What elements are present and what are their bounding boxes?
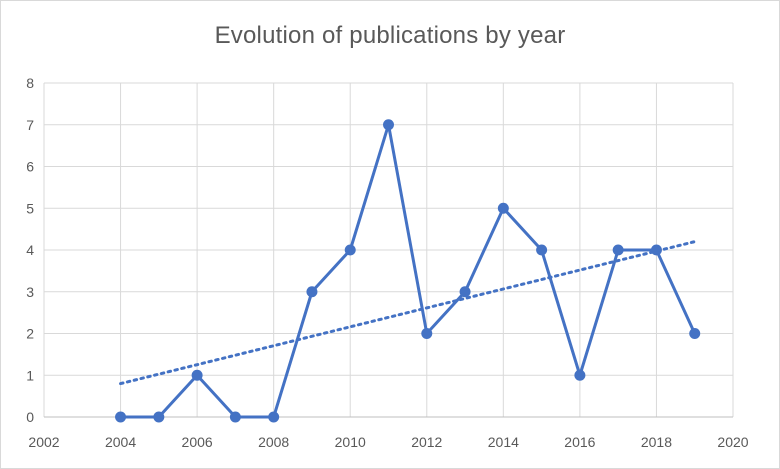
data-point bbox=[497, 202, 509, 214]
x-tick-label: 2014 bbox=[488, 434, 519, 450]
trendline-layer bbox=[119, 240, 697, 386]
data-point bbox=[306, 286, 318, 298]
data-point bbox=[650, 244, 662, 256]
y-tick-label: 4 bbox=[26, 242, 34, 258]
x-tick-label: 2004 bbox=[105, 434, 136, 450]
x-tick-label: 2018 bbox=[641, 434, 672, 450]
x-tick-label: 2008 bbox=[258, 434, 289, 450]
data-point bbox=[344, 244, 356, 256]
axis-layer: 0 1 2 3 4 5 6 7 8 2002 2004 2006 2008 2010 2012 2014 201… bbox=[26, 75, 749, 450]
data-point bbox=[153, 411, 165, 423]
data-point bbox=[612, 244, 624, 256]
x-tick-label: 2002 bbox=[28, 434, 59, 450]
y-tick-label: 5 bbox=[26, 200, 34, 216]
data-point bbox=[459, 286, 471, 298]
data-point bbox=[574, 369, 586, 381]
data-point bbox=[191, 369, 203, 381]
y-tick-label: 8 bbox=[26, 75, 34, 91]
data-point bbox=[115, 411, 127, 423]
y-tick-label: 2 bbox=[26, 326, 34, 342]
y-tick-label: 1 bbox=[26, 367, 34, 383]
chart-title: Evolution of publications by year bbox=[214, 22, 566, 49]
data-point bbox=[383, 119, 394, 131]
x-tick-label: 2006 bbox=[182, 434, 213, 450]
y-tick-label: 6 bbox=[26, 159, 34, 175]
data-point bbox=[421, 328, 433, 339]
series-line bbox=[120, 123, 697, 419]
data-point bbox=[229, 411, 241, 423]
y-tick-label: 3 bbox=[26, 284, 34, 300]
x-tick-label: 2020 bbox=[717, 434, 748, 450]
x-tick-label: 2012 bbox=[411, 434, 442, 450]
y-tick-label: 7 bbox=[26, 117, 34, 133]
data-point bbox=[536, 244, 548, 256]
x-tick-label: 2010 bbox=[335, 434, 366, 450]
data-point bbox=[689, 328, 701, 339]
y-tick-label: 0 bbox=[26, 409, 34, 425]
trendline bbox=[119, 240, 697, 386]
data-point bbox=[268, 411, 280, 423]
x-tick-label: 2016 bbox=[564, 434, 595, 450]
series-layer bbox=[115, 119, 701, 423]
